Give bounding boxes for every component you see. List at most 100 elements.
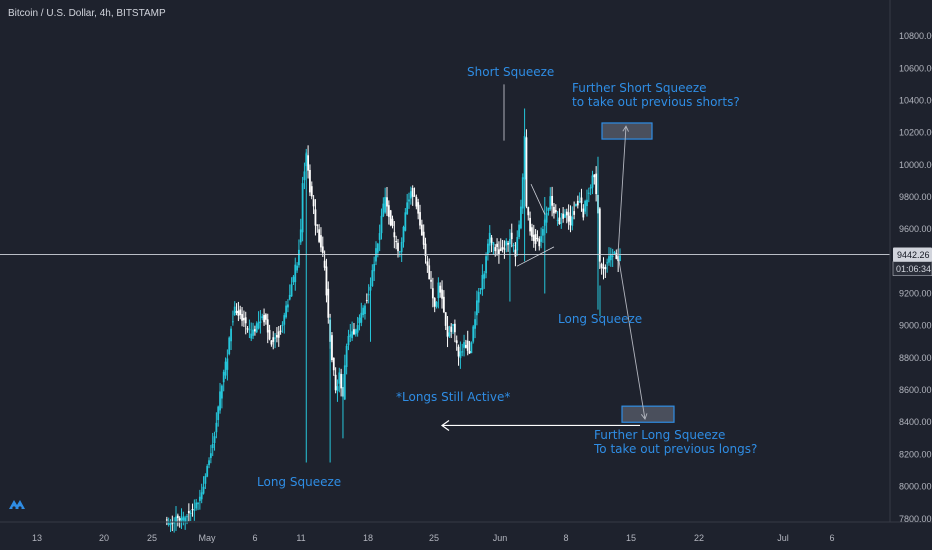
candle-body (285, 305, 287, 318)
candle-body (334, 374, 337, 391)
candle-body (545, 212, 548, 223)
candle-body (228, 337, 231, 355)
candle (367, 284, 370, 304)
candle (277, 326, 280, 347)
candle (253, 325, 256, 336)
candle-body (400, 241, 403, 252)
candle (413, 187, 416, 197)
candle-body (204, 476, 207, 484)
candle (419, 204, 421, 230)
candle (235, 303, 238, 316)
candle-body (477, 291, 480, 303)
candle (182, 511, 185, 526)
candle-body (171, 522, 174, 524)
candle (331, 332, 333, 363)
candle (457, 344, 460, 366)
arrow-longs-active (440, 419, 640, 431)
candle-body (613, 251, 616, 254)
candle-body (321, 246, 324, 253)
candle (276, 327, 278, 343)
candle-body (488, 232, 491, 246)
candle-body (180, 517, 183, 523)
candle-body (220, 385, 223, 399)
candle (433, 297, 436, 313)
candle (468, 340, 471, 354)
candle (165, 516, 168, 526)
candle-body (325, 266, 328, 296)
candle (512, 242, 515, 253)
candle (244, 311, 247, 335)
candle (217, 405, 220, 427)
candle-body (169, 523, 172, 526)
candle-body (380, 215, 383, 234)
candle-body (514, 249, 517, 257)
candle (208, 457, 210, 469)
candle-body (261, 316, 264, 319)
candle-body (281, 324, 284, 326)
candle-body (564, 214, 566, 218)
candle-body (384, 196, 387, 213)
time-tick-label: Jun (493, 533, 508, 543)
candle-body (272, 337, 275, 342)
candle (452, 323, 454, 334)
candle-body (587, 192, 590, 194)
candle (193, 499, 196, 521)
candle (220, 384, 223, 409)
candle-body (567, 212, 570, 222)
candle-body (442, 296, 445, 313)
candle-body (485, 256, 487, 274)
candle-body (452, 324, 454, 326)
candle-body (516, 237, 519, 251)
price-tick-label: 7800.00 (899, 514, 932, 524)
time-tick-label: 15 (626, 533, 636, 543)
candle-body (426, 261, 429, 266)
candle (332, 357, 335, 376)
candle-body (472, 326, 475, 342)
candle-body (253, 329, 256, 332)
candle-body (191, 509, 194, 511)
candle (562, 207, 565, 223)
candle-body (437, 282, 440, 299)
candle-body (338, 372, 341, 384)
candle (551, 186, 554, 217)
candle (475, 290, 478, 326)
candle (351, 321, 354, 341)
candle (268, 324, 271, 341)
candle-body (501, 247, 504, 250)
candle-body (529, 217, 532, 232)
price-tick-label: 9000.00 (899, 321, 932, 331)
candle-body (503, 248, 506, 250)
candle-body (518, 224, 520, 237)
candle (375, 241, 377, 266)
tradingview-logo-icon[interactable] (8, 495, 26, 513)
candle-body (296, 265, 298, 271)
candle (455, 335, 458, 351)
candle-body (604, 266, 607, 270)
candle-body (554, 209, 557, 213)
candle (354, 328, 357, 337)
candle-body (239, 309, 242, 316)
candle-body (353, 329, 355, 335)
candle (477, 287, 480, 314)
candle (197, 501, 199, 511)
candle (336, 379, 339, 402)
candle (242, 310, 245, 327)
candle (274, 333, 276, 349)
candle-body (494, 247, 497, 252)
price-tick-label: 10600.00 (899, 63, 932, 73)
candle (316, 224, 319, 233)
candle-body (362, 307, 365, 315)
annotation-further-long-line1: Further Long Squeeze (594, 428, 726, 442)
candle-body (453, 323, 456, 333)
candle-body (393, 232, 396, 238)
price-tick-label: 9600.00 (899, 224, 932, 234)
candle (589, 184, 592, 196)
candle-body (553, 206, 555, 214)
candle (263, 308, 265, 326)
candle-body (292, 276, 295, 283)
candle-body (217, 406, 220, 421)
candle (362, 305, 365, 318)
candle-body (336, 386, 339, 392)
